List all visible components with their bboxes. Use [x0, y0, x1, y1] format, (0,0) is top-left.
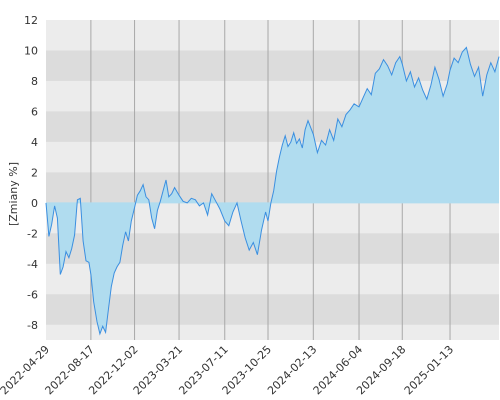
y-tick-label: -2	[27, 227, 38, 240]
y-tick-label: -6	[27, 288, 38, 301]
y-tick-label: -4	[27, 258, 38, 271]
series-line	[45, 46, 500, 336]
y-tick-label: -8	[27, 319, 38, 332]
band	[46, 50, 499, 81]
series-area	[46, 47, 499, 334]
x-tick-label: 2025-01-13	[402, 343, 456, 397]
y-tick-label: 0	[31, 197, 38, 210]
band	[46, 294, 499, 325]
y-tick-label: 10	[24, 44, 38, 57]
y-tick-label: 4	[31, 136, 38, 149]
y-tick-label: 12	[24, 14, 38, 27]
y-tick-label: 6	[31, 105, 38, 118]
x-tick-labels: 2022-04-292022-08-172022-12-022023-03-21…	[0, 343, 456, 397]
y-tick-label: 2	[31, 166, 38, 179]
y-tick-labels: -8 -6 -4 -2 0 2 4 6 8 10 12	[24, 14, 38, 332]
y-tick-label: 8	[31, 75, 38, 88]
y-axis-label: [Zmiany %]	[7, 162, 20, 226]
